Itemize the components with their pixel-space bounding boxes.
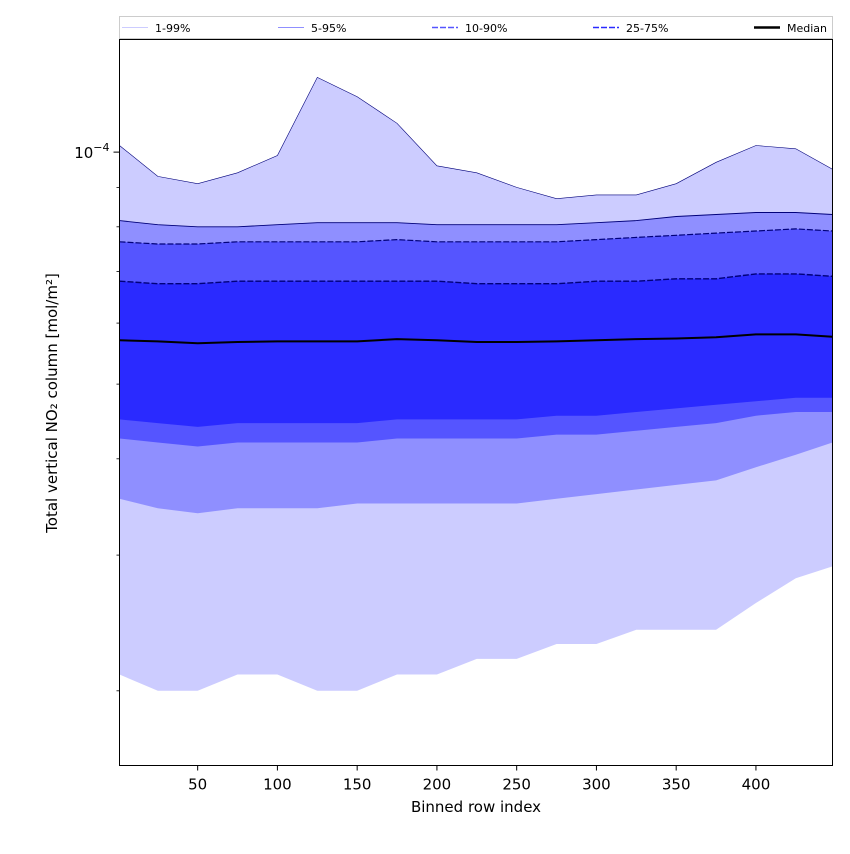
band-10-90-upper-edge [119,228,833,245]
x-tick-label: 100 [263,776,292,794]
band-5-95-upper-edge [119,212,833,228]
x-tick-label: 400 [742,776,771,794]
legend-label-5-95: 5-95% [311,22,346,35]
band-25-75-upper-edge [119,273,833,285]
legend-label-25-75: 25-75% [626,22,668,35]
x-tick-label: 50 [188,776,207,794]
plot-frame [119,39,833,766]
band-1-99-upper-edge [119,77,833,200]
legend-label-10-90: 10-90% [465,22,507,35]
legend-label-1-99: 1-99% [155,22,190,35]
x-axis-label: Binned row index [411,798,541,816]
legend: 1-99% 5-95% 10-90% 25-75% Median [119,16,833,39]
legend-label-median: Median [787,22,827,35]
series-median-line [119,333,833,345]
bands-layer [119,77,833,691]
x-tick-label: 150 [343,776,372,794]
y-tick-label: 10−4 [74,141,109,162]
y-axis-label: Total vertical NO₂ column [mol/m²] [43,273,61,534]
x-tick-label: 250 [502,776,531,794]
x-tick-label: 200 [423,776,452,794]
x-tick-label: 350 [662,776,691,794]
lines-layer [119,77,833,345]
x-tick-label: 300 [582,776,611,794]
y-axis: 10−4 [74,141,120,692]
x-axis: 50 100 150 200 250 300 350 400 [188,765,771,794]
band-25-75 [119,273,833,427]
legend-frame [119,16,833,39]
